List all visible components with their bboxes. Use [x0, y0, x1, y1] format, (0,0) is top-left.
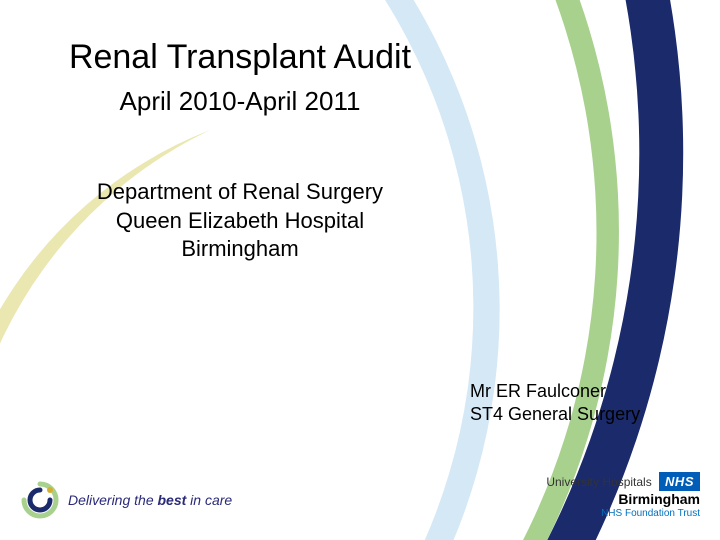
department-block: Department of Renal Surgery Queen Elizab…: [0, 178, 480, 264]
nhs-line-2: Birmingham: [546, 491, 700, 508]
tagline-bold: best: [158, 492, 187, 508]
dept-line-1: Department of Renal Surgery: [0, 178, 480, 207]
swirl-icon: [20, 480, 60, 520]
dept-line-2: Queen Elizabeth Hospital: [0, 207, 480, 236]
author-block: Mr ER Faulconer ST4 General Surgery: [470, 380, 640, 427]
nhs-badge: NHS: [659, 472, 700, 492]
footer-logo-right: University Hospitals NHS Birmingham NHS …: [546, 472, 700, 520]
tagline-suffix: in care: [186, 492, 232, 508]
dept-line-3: Birmingham: [0, 235, 480, 264]
slide-subtitle: April 2010-April 2011: [0, 86, 480, 117]
nhs-line-1: University Hospitals NHS: [546, 472, 700, 492]
author-line-2: ST4 General Surgery: [470, 403, 640, 426]
nhs-prefix: University Hospitals: [546, 475, 655, 489]
author-line-1: Mr ER Faulconer: [470, 380, 640, 403]
footer-logo-left: Delivering the best in care: [20, 480, 232, 520]
nhs-line-3: NHS Foundation Trust: [546, 508, 700, 520]
slide-title: Renal Transplant Audit: [0, 38, 480, 77]
tagline: Delivering the best in care: [68, 492, 232, 508]
tagline-prefix: Delivering the: [68, 492, 158, 508]
